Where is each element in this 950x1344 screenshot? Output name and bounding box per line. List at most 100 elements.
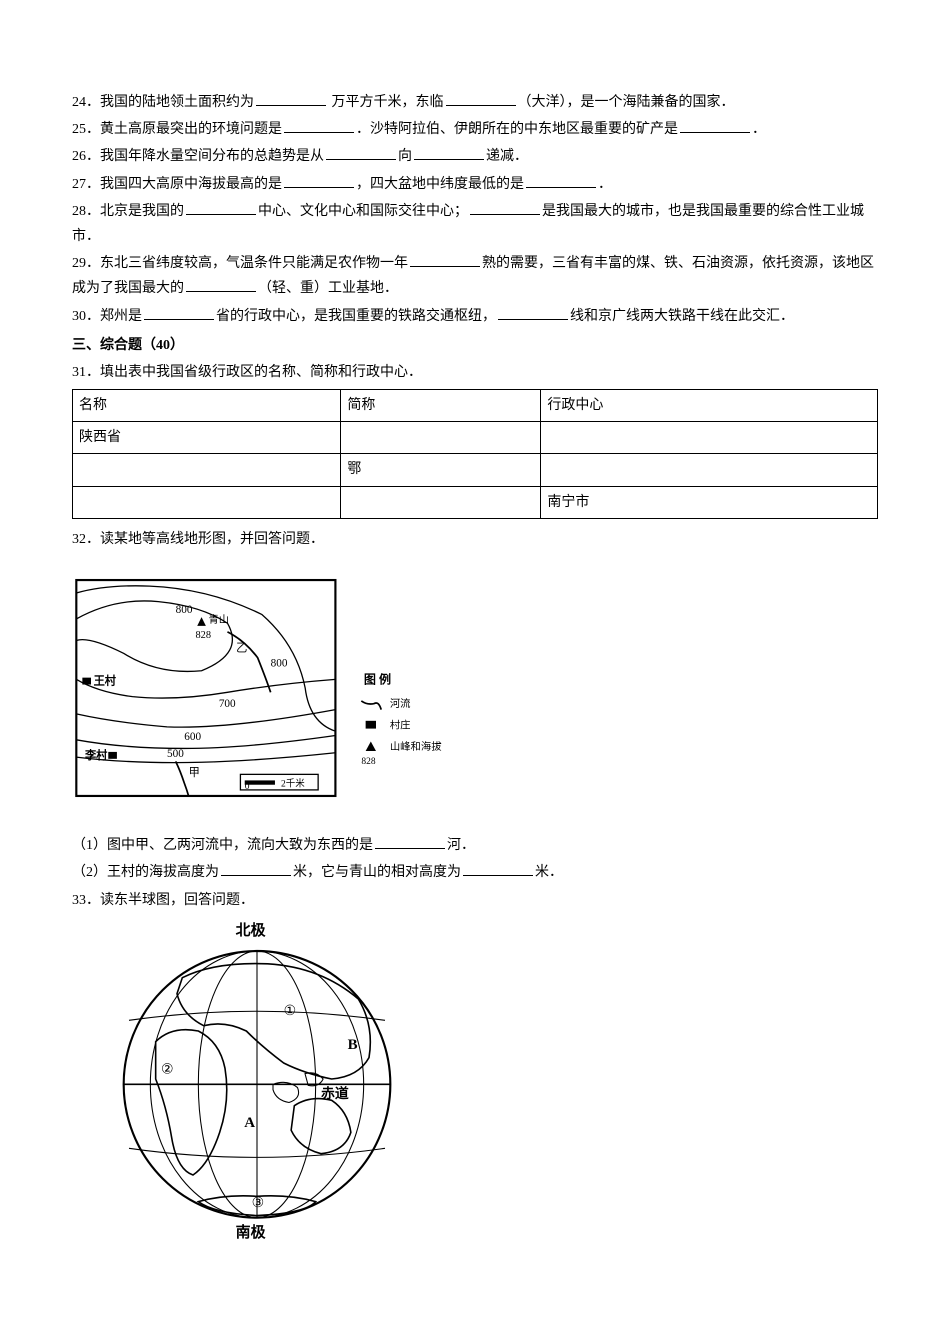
label-2: ② bbox=[161, 1061, 173, 1076]
q32-sub1-prefix: （1）图中甲、乙两河流中，流向大致为东西的是 bbox=[72, 838, 373, 853]
legend-village-icon bbox=[366, 721, 376, 729]
cell-r2c2: 鄂 bbox=[341, 454, 541, 486]
contour-600: 600 bbox=[184, 731, 201, 743]
peak-triangle-icon bbox=[197, 617, 206, 626]
q29-blank2[interactable] bbox=[186, 276, 256, 292]
wang-village-icon bbox=[82, 678, 91, 685]
cell-r3c3: 南宁市 bbox=[541, 486, 878, 518]
wang-village-label: 王村 bbox=[94, 674, 117, 688]
q25-blank1[interactable] bbox=[284, 117, 354, 133]
label-B: B bbox=[348, 1037, 358, 1053]
q29-blank1[interactable] bbox=[410, 251, 480, 267]
q25-blank2[interactable] bbox=[680, 117, 750, 133]
q29-prefix: 29．东北三省纬度较高，气温条件只能满足农作物一年 bbox=[72, 256, 408, 271]
q24-text: 24．我国的陆地领土面积约为 bbox=[72, 95, 254, 110]
hemisphere-map-svg: 北极 赤道 ① ② ③ A B 南极 bbox=[117, 919, 397, 1239]
q32-sub2-blank2[interactable] bbox=[463, 860, 533, 876]
cell-r3c2[interactable] bbox=[341, 486, 541, 518]
q28-blank1[interactable] bbox=[186, 199, 256, 215]
q25-prefix: 25．黄土高原最突出的环境问题是 bbox=[72, 122, 282, 137]
table-row: 鄂 bbox=[73, 454, 878, 486]
q24-blank1[interactable] bbox=[256, 90, 326, 106]
q32-sub1-blank[interactable] bbox=[375, 833, 445, 849]
q27-blank2[interactable] bbox=[526, 172, 596, 188]
question-25: 25．黄土高原最突出的环境问题是．沙特阿拉伯、伊朗所在的中东地区最重要的矿产是． bbox=[72, 117, 878, 142]
q32-sub2: （2）王村的海拔高度为 米，它与青山的相对高度为 米． bbox=[72, 860, 878, 885]
q26-prefix: 26．我国年降水量空间分布的总趋势是从 bbox=[72, 149, 324, 164]
q32-sub2-blank1[interactable] bbox=[221, 860, 291, 876]
legend-peak-elev: 828 bbox=[361, 757, 376, 767]
q32-sub2-suffix: 米． bbox=[535, 865, 563, 880]
cell-r2c3[interactable] bbox=[541, 454, 878, 486]
q30-suffix: 线和京广线两大铁路干线在此交汇． bbox=[570, 309, 794, 324]
question-26: 26．我国年降水量空间分布的总趋势是从 向 递减． bbox=[72, 144, 878, 169]
q27-mid: ，四大盆地中纬度最低的是 bbox=[356, 177, 524, 192]
scale-zero: 0 bbox=[245, 782, 250, 792]
contour-500: 500 bbox=[167, 748, 184, 760]
q27-blank1[interactable] bbox=[284, 172, 354, 188]
question-28: 28．北京是我国的中心、文化中心和国际交往中心；是我国最大的城市，也是我国最重要… bbox=[72, 199, 878, 249]
question-33: 33．读东半球图，回答问题． bbox=[72, 888, 878, 913]
south-pole-label: 南极 bbox=[236, 1223, 266, 1239]
river-yi-label: 乙 bbox=[236, 642, 247, 655]
q24-mid2: （大洋），是一个海陆兼备的国家． bbox=[518, 95, 735, 110]
th-capital: 行政中心 bbox=[541, 390, 878, 422]
contour-700: 700 bbox=[219, 698, 236, 710]
question-31: 31．填出表中我国省级行政区的名称、简称和行政中心． bbox=[72, 360, 878, 385]
label-3: ③ bbox=[252, 1195, 264, 1210]
q28-mid: 中心、文化中心和国际交往中心； bbox=[258, 204, 468, 219]
q31-text: 31．填出表中我国省级行政区的名称、简称和行政中心． bbox=[72, 365, 422, 380]
legend-village: 村庄 bbox=[390, 719, 411, 732]
legend-peak-icon bbox=[366, 742, 376, 752]
q30-blank2[interactable] bbox=[498, 304, 568, 320]
q28-prefix: 28．北京是我国的 bbox=[72, 204, 184, 219]
table-row: 陕西省 bbox=[73, 422, 878, 454]
th-abbr: 简称 bbox=[341, 390, 541, 422]
q30-mid: 省的行政中心，是我国重要的铁路交通枢纽， bbox=[216, 309, 496, 324]
legend-peak: 山峰和海拔 bbox=[390, 740, 442, 753]
th-name: 名称 bbox=[73, 390, 341, 422]
cell-r3c1[interactable] bbox=[73, 486, 341, 518]
q32-text: 32．读某地等高线地形图，并回答问题． bbox=[72, 532, 324, 547]
q28-blank2[interactable] bbox=[470, 199, 540, 215]
north-pole-label: 北极 bbox=[236, 921, 266, 939]
q30-blank1[interactable] bbox=[144, 304, 214, 320]
q26-blank2[interactable] bbox=[414, 144, 484, 160]
q32-sub2-prefix: （2）王村的海拔高度为 bbox=[72, 865, 219, 880]
legend-river-icon bbox=[361, 701, 381, 710]
cell-r1c1: 陕西省 bbox=[73, 422, 341, 454]
question-32: 32．读某地等高线地形图，并回答问题． bbox=[72, 527, 878, 552]
table-header-row: 名称 简称 行政中心 bbox=[73, 390, 878, 422]
cell-r1c3[interactable] bbox=[541, 422, 878, 454]
q27-suffix: ． bbox=[598, 177, 612, 192]
contour-800-inner: 800 bbox=[176, 604, 193, 616]
question-30: 30．郑州是 省的行政中心，是我国重要的铁路交通枢纽， 线和京广线两大铁路干线在此交… bbox=[72, 304, 878, 329]
label-1: ① bbox=[284, 1003, 296, 1018]
peak-label: 青山 bbox=[208, 613, 229, 626]
q26-blank1[interactable] bbox=[326, 144, 396, 160]
q30-prefix: 30．郑州是 bbox=[72, 309, 142, 324]
q27-prefix: 27．我国四大高原中海拔最高的是 bbox=[72, 177, 282, 192]
table-row: 南宁市 bbox=[73, 486, 878, 518]
contour-800-outer: 800 bbox=[271, 657, 288, 669]
contour-map-svg: 800 800 700 600 500 青山 828 乙 甲 王村 李村 0 2… bbox=[72, 558, 452, 818]
li-village-label: 李村 bbox=[84, 748, 108, 762]
q25-suffix: ． bbox=[752, 122, 766, 137]
section-3-header: 三、综合题（40） bbox=[72, 333, 878, 358]
q32-sub1-suffix: 河． bbox=[447, 838, 475, 853]
question-27: 27．我国四大高原中海拔最高的是 ，四大盆地中纬度最低的是 ． bbox=[72, 172, 878, 197]
q29-suffix: （轻、重）工业基地． bbox=[258, 281, 398, 296]
q26-suffix: 递减． bbox=[486, 149, 528, 164]
contour-map-container: 800 800 700 600 500 青山 828 乙 甲 王村 李村 0 2… bbox=[72, 558, 878, 827]
li-village-icon bbox=[108, 752, 117, 759]
cell-r2c1[interactable] bbox=[73, 454, 341, 486]
cell-r1c2[interactable] bbox=[341, 422, 541, 454]
q26-mid: 向 bbox=[398, 149, 412, 164]
river-jia-label: 甲 bbox=[189, 767, 200, 779]
q32-sub1: （1）图中甲、乙两河流中，流向大致为东西的是 河． bbox=[72, 833, 878, 858]
q32-sub2-mid: 米，它与青山的相对高度为 bbox=[293, 865, 461, 880]
q33-text: 33．读东半球图，回答问题． bbox=[72, 893, 254, 908]
q24-blank2[interactable] bbox=[446, 90, 516, 106]
scale-label: 2千米 bbox=[281, 777, 305, 789]
q24-mid1: 万平方千米，东临 bbox=[328, 95, 444, 110]
